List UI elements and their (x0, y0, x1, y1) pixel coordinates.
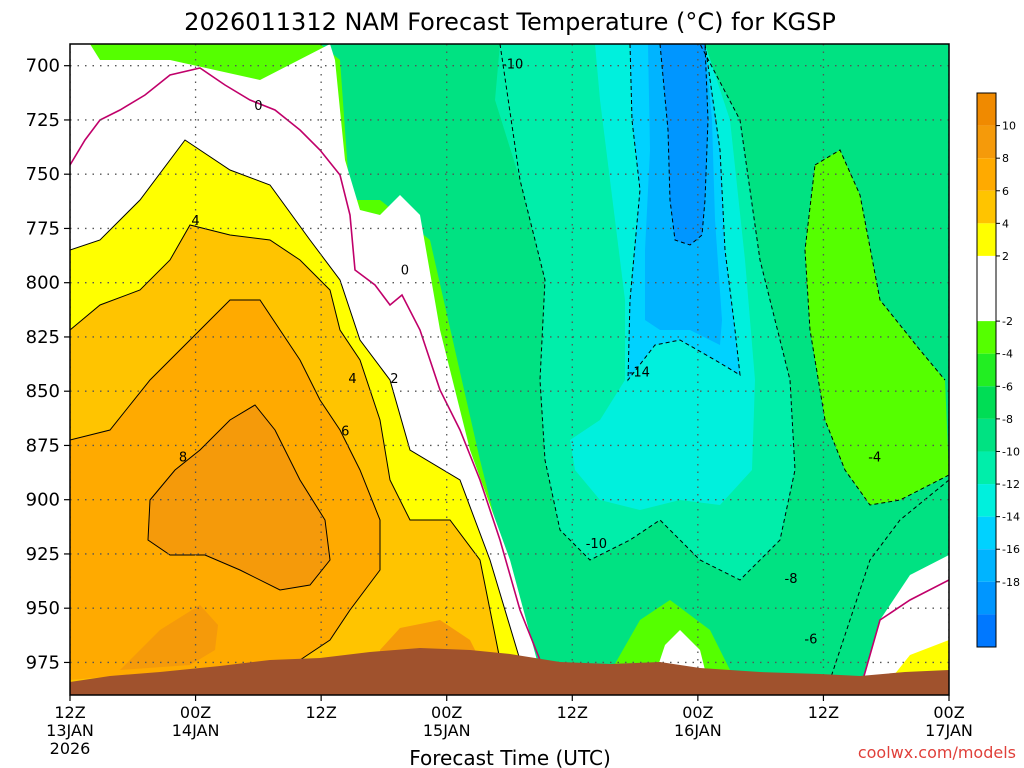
zero-isotherm-east (859, 579, 949, 691)
y-tick-label-11: 975 (26, 652, 60, 673)
colorbar-label-2: 6 (1002, 185, 1009, 198)
colorbar-label-3: 4 (1002, 217, 1009, 230)
colorbar-frame (976, 92, 997, 648)
colorbar-bin-2 (977, 158, 996, 191)
contour-label-8: 8 (179, 450, 187, 465)
contour-label-1: 0 (254, 99, 262, 114)
y-tick-label-9: 925 (26, 544, 60, 565)
contour-label-4: 4 (348, 372, 356, 387)
y-tick-label-1: 725 (26, 110, 60, 131)
colorbar-label-5: -2 (1002, 315, 1013, 328)
y-tick-label-7: 875 (26, 435, 60, 456)
contour-label-5: 2 (390, 372, 398, 387)
contour-label-11: -8 (785, 572, 798, 587)
contour-label-12: -6 (804, 633, 817, 648)
y-tick-label-2: 750 (26, 164, 60, 185)
colorbar-bin-3 (977, 190, 996, 224)
x-tick-hour-1: 00Z (180, 703, 211, 722)
colorbar-bin-0 (977, 93, 996, 126)
contour-line-8 (70, 299, 381, 661)
colorbar-bin-5 (977, 255, 996, 322)
contour-line-4 (70, 139, 521, 661)
colorbar-label-11: -14 (1002, 511, 1020, 524)
colorbar-bin-15 (977, 614, 996, 647)
plot-area (70, 44, 949, 695)
y-tick-label-4: 800 (26, 273, 60, 294)
contour-line-10 (147, 404, 331, 591)
x-tick-year-0: 2026 (50, 739, 91, 758)
x-tick-hour-7: 00Z (933, 703, 964, 722)
colorbar-bin-9 (977, 418, 996, 452)
x-tick-date-3: 15JAN (423, 721, 471, 740)
colorbar-label-1: 8 (1002, 152, 1009, 165)
x-tick-date-0: 13JAN (46, 721, 94, 740)
y-tick-label-6: 850 (26, 381, 60, 402)
colorbar-bin-12 (977, 516, 996, 550)
contour-labels: -10 0 4 0 4 2 6 -14 8 -4 -10 -8 -6 (179, 58, 881, 648)
contour-label-7: -14 (629, 366, 650, 381)
band-orange-8-south (120, 605, 218, 670)
contour-line-minus-6 (829, 479, 949, 681)
plot-frame (69, 43, 950, 696)
colorbar-bin-8 (977, 386, 996, 419)
y-tick-label-5: 825 (26, 327, 60, 348)
colorbar-label-7: -6 (1002, 380, 1013, 393)
contour-label-10: -10 (586, 537, 607, 552)
terrain-surface (70, 648, 949, 695)
colorbar-bin-10 (977, 451, 996, 485)
x-tick-hour-5: 00Z (682, 703, 713, 722)
contour-label-9: -4 (868, 450, 881, 465)
colorbar-bin-6 (977, 321, 996, 354)
zero-isotherms (70, 67, 949, 691)
colorbar-label-4: 2 (1002, 250, 1009, 263)
colorbar-bin-14 (977, 581, 996, 615)
x-tick-date-5: 16JAN (674, 721, 722, 740)
colorbar-label-13: -18 (1002, 576, 1020, 589)
x-tick-date-1: 14JAN (172, 721, 220, 740)
contour-label-2: 4 (191, 214, 199, 229)
x-tick-hour-3: 00Z (431, 703, 462, 722)
contour-label-6: 6 (341, 424, 349, 439)
x-tick-hour-4: 12Z (557, 703, 588, 722)
x-tick-hour-0: 12Z (54, 703, 85, 722)
colorbar-bin-7 (977, 353, 996, 387)
contour-line-minus-18 (659, 44, 709, 246)
zero-isotherm-west (70, 67, 541, 661)
contour-lines (70, 139, 521, 661)
x-axis-label: Forecast Time (UTC) (409, 746, 611, 768)
band-deep-blue-core (660, 44, 708, 245)
colorbar-bin-1 (977, 125, 996, 159)
band-green-east (805, 150, 949, 505)
y-axis-ticks: 700 725 750 775 800 825 850 875 900 925 950 975 (26, 56, 70, 673)
colorbar-label-10: -12 (1002, 478, 1020, 491)
y-tick-label-10: 950 (26, 598, 60, 619)
contour-line-minus-14 (627, 44, 741, 382)
y-tick-label-0: 700 (26, 56, 60, 77)
colorbar-bin-13 (977, 549, 996, 582)
y-tick-label-3: 775 (26, 218, 60, 239)
colorbar-label-0: 10 (1002, 120, 1016, 133)
colorbar-bin-4 (977, 223, 996, 256)
colorbar-label-9: -10 (1002, 445, 1020, 458)
colorbar-bin-11 (977, 484, 996, 517)
band-orange-8 (148, 405, 330, 590)
x-tick-hour-2: 12Z (305, 703, 336, 722)
colorbar-label-8: -8 (1002, 413, 1013, 426)
contour-line-minus-10 (499, 44, 796, 581)
y-tick-label-8: 900 (26, 490, 60, 511)
chart-title: 2026011312 NAM Forecast Temperature (°C)… (184, 8, 836, 36)
colorbar: 10 8 6 4 2 -2 -4 -6 -8 -10 -12 -14 -16 -18 (976, 92, 1020, 648)
credit-text: coolwx.com/models (858, 743, 1016, 762)
contour-line-6 (70, 224, 501, 661)
colorbar-label-6: -4 (1002, 348, 1013, 361)
contour-label-3: 0 (401, 264, 409, 279)
x-tick-date-7: 17JAN (925, 721, 973, 740)
x-tick-hour-6: 12Z (808, 703, 839, 722)
colorbar-label-12: -16 (1002, 543, 1020, 556)
contour-label-0: -10 (502, 58, 523, 73)
